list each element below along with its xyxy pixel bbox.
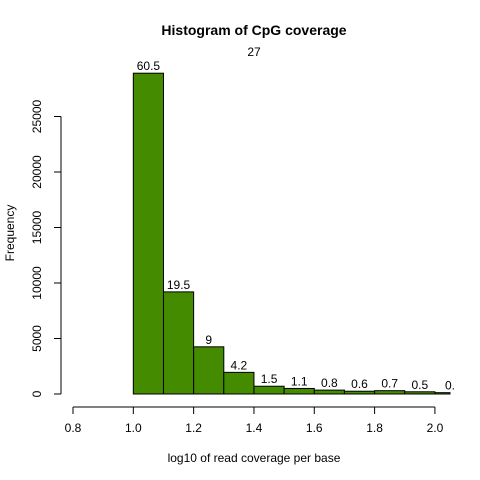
bar-value-label: 0.7 <box>381 377 398 391</box>
bar-label-group: 60.5 19.5 9 4.2 1.5 1.1 0.8 0.6 0.7 0.5 0. <box>137 59 455 392</box>
x-tick-label: 1.4 <box>246 421 263 435</box>
y-tick-label: 0 <box>30 390 44 397</box>
y-axis: 0 5000 10000 15000 20000 25000 <box>30 99 62 397</box>
bar-value-label: 0.8 <box>321 376 338 390</box>
bar-value-label: 0.6 <box>351 377 368 391</box>
histogram-bar <box>343 390 376 395</box>
bar-value-label: 4.2 <box>231 358 248 372</box>
chart-title: Histogram of CpG coverage <box>161 22 346 38</box>
histogram-bar <box>162 291 195 395</box>
x-tick-label: 1.2 <box>185 421 202 435</box>
bar-value-label: 19.5 <box>167 278 191 292</box>
x-tick-label: 1.0 <box>125 421 142 435</box>
histogram-bar <box>313 389 345 395</box>
chart-subtitle: 27 <box>247 45 261 59</box>
histogram-bar <box>404 391 436 395</box>
x-tick-label: 2.0 <box>427 421 444 435</box>
histogram-bar <box>193 346 225 395</box>
bar-value-label: 0. <box>445 379 455 393</box>
histogram-bar <box>223 371 255 395</box>
bar-value-label: 1.1 <box>291 374 308 388</box>
histogram-bar <box>434 392 451 395</box>
x-tick-label: 1.8 <box>366 421 383 435</box>
y-tick-label: 20000 <box>30 155 44 189</box>
y-axis-label: Frequency <box>3 205 17 262</box>
bar-group <box>132 72 451 395</box>
y-tick-label: 25000 <box>30 99 44 133</box>
bar-value-label: 1.5 <box>261 372 278 386</box>
histogram-bar <box>374 390 406 395</box>
histogram-bar <box>253 385 285 395</box>
y-tick-label: 15000 <box>30 210 44 244</box>
histogram-bar <box>132 72 164 395</box>
x-tick-label: 1.6 <box>306 421 323 435</box>
x-axis-label: log10 of read coverage per base <box>168 451 341 465</box>
x-tick-label: 0.8 <box>65 421 82 435</box>
bar-value-label: 60.5 <box>137 59 161 73</box>
y-tick-label: 10000 <box>30 266 44 300</box>
bar-value-label: 9 <box>205 333 212 347</box>
bar-value-label: 0.5 <box>411 378 428 392</box>
x-axis: 0.8 1.0 1.2 1.4 1.6 1.8 2.0 <box>65 406 444 435</box>
histogram-bar <box>283 387 315 395</box>
y-tick-label: 5000 <box>30 325 44 352</box>
